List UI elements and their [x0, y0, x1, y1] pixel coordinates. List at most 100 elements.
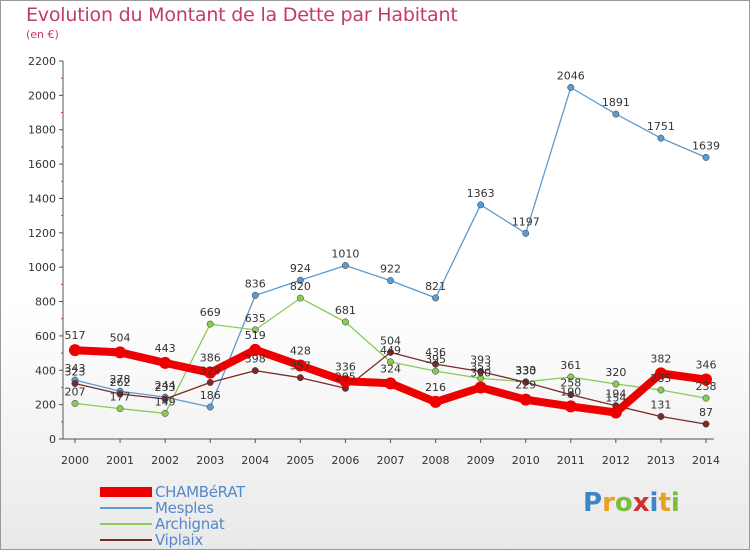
data-label: 382 [650, 352, 671, 365]
data-label: 1197 [512, 215, 540, 228]
data-point [384, 377, 397, 390]
legend-swatch [100, 523, 152, 525]
data-label: 154 [605, 392, 626, 405]
data-point [114, 346, 127, 359]
y-tick-label: 400 [35, 364, 56, 377]
data-point [206, 403, 214, 411]
logo-letter: x [632, 488, 650, 518]
data-point [564, 400, 577, 413]
data-point [294, 359, 307, 372]
data-point [296, 276, 304, 284]
data-point [116, 390, 124, 398]
data-point [612, 380, 620, 388]
data-point [71, 399, 79, 407]
proxiti-logo: Proxiti [583, 488, 680, 518]
data-point [341, 318, 349, 326]
y-tick-label: 800 [35, 296, 56, 309]
logo-letter: i [649, 488, 659, 518]
data-label: 1639 [692, 139, 720, 152]
data-point [161, 409, 169, 417]
data-point [477, 368, 485, 375]
data-label: 924 [290, 262, 311, 275]
data-label: 504 [380, 334, 401, 347]
logo-letter: o [614, 488, 633, 518]
data-label: 669 [200, 306, 221, 319]
legend-item: Archignat [100, 515, 340, 533]
y-tick-label: 1200 [28, 227, 56, 240]
y-tick-label: 1000 [28, 261, 56, 274]
x-tick-label: 2008 [422, 454, 450, 467]
logo-letter: i [670, 488, 680, 518]
data-label: 346 [696, 359, 717, 372]
logo-letter: r [602, 488, 615, 518]
y-tick-label: 2200 [28, 55, 56, 68]
data-point [477, 201, 485, 209]
data-label: 681 [335, 304, 356, 317]
x-tick-label: 2004 [241, 454, 269, 467]
data-point [387, 358, 394, 366]
data-label: 504 [110, 331, 131, 344]
data-point [296, 374, 304, 382]
data-point [159, 356, 172, 369]
data-label: 207 [65, 385, 86, 398]
data-label: 1010 [331, 247, 359, 260]
data-label: 922 [380, 263, 401, 276]
data-point [522, 378, 530, 386]
data-point [204, 366, 217, 379]
data-label: 821 [425, 280, 446, 293]
data-point [567, 391, 575, 399]
data-point [249, 343, 262, 356]
data-point [161, 395, 169, 403]
data-label: 333 [515, 364, 536, 377]
data-label: 190 [560, 385, 581, 398]
x-tick-label: 2012 [602, 454, 630, 467]
data-label: 87 [699, 406, 713, 419]
data-point [116, 405, 124, 413]
data-point [71, 380, 79, 387]
x-tick-label: 2010 [512, 454, 540, 467]
x-tick-label: 2007 [377, 454, 405, 467]
data-label: 1891 [602, 96, 630, 109]
legend-swatch [100, 487, 152, 497]
y-tick-label: 600 [35, 330, 56, 343]
data-label: 295 [335, 370, 356, 383]
x-tick-label: 2003 [196, 454, 224, 467]
data-point [519, 393, 532, 406]
data-label: 398 [245, 353, 266, 366]
data-label: 238 [696, 380, 717, 393]
x-tick-label: 2014 [692, 454, 720, 467]
data-point [339, 375, 352, 388]
data-label: 329 [200, 364, 221, 377]
legend-label: Viplaix [155, 531, 203, 549]
data-label: 353 [470, 360, 491, 373]
legend-label: Archignat [155, 515, 225, 533]
data-label: 443 [155, 342, 176, 355]
data-label: 262 [110, 376, 131, 389]
x-tick-label: 2006 [331, 454, 359, 467]
x-tick-label: 2013 [647, 454, 675, 467]
x-tick-label: 2009 [467, 454, 495, 467]
data-label: 635 [245, 312, 266, 325]
data-labels: 517 504 443 386 519 428 336 324 216 300 229 190 154 3… [65, 69, 721, 419]
legend-swatch [100, 539, 152, 541]
data-point [700, 373, 712, 386]
data-label: 428 [290, 344, 311, 357]
data-point [522, 229, 530, 237]
data-point [702, 420, 710, 428]
data-point [429, 395, 442, 408]
data-label: 330 [515, 364, 536, 377]
data-label: 323 [65, 366, 86, 379]
data-point [432, 367, 440, 375]
data-point [251, 367, 259, 375]
data-label: 336 [335, 360, 356, 373]
axes: 0 200 400 600 800 1000 1200 1400 1600 1800 2000 220… [28, 55, 720, 467]
data-point [432, 294, 440, 302]
data-label: 449 [380, 344, 401, 357]
x-tick-label: 2011 [557, 454, 585, 467]
data-label: 244 [155, 379, 176, 392]
y-tick-label: 1400 [28, 192, 56, 205]
data-point [432, 360, 440, 368]
y-tick-label: 2000 [28, 89, 56, 102]
logo-letter: P [583, 488, 603, 518]
